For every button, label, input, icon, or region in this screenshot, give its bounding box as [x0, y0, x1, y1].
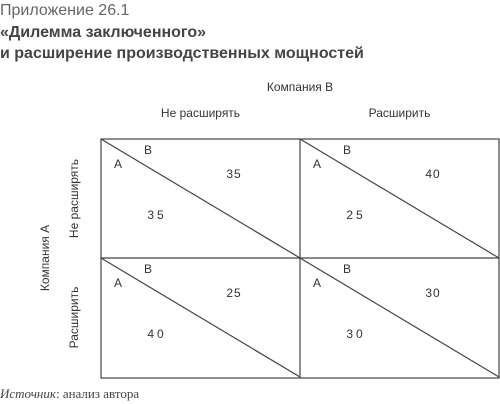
column-player: Компания B [267, 80, 333, 94]
source: Источник: анализ автора [0, 386, 139, 401]
payoff-a: 40 [147, 327, 166, 341]
diagonal [299, 138, 500, 259]
title: и расширение производственных мощностей [0, 45, 364, 62]
diagonal [299, 257, 500, 378]
player-a-label: A [313, 157, 321, 171]
diagonal [100, 257, 301, 378]
player-a-label: A [114, 157, 122, 171]
payoff-b: 30 [425, 286, 440, 300]
player-b-label: B [144, 143, 152, 157]
payoff-a: 25 [346, 208, 365, 222]
player-a-label: A [313, 276, 321, 290]
column-header: Не расширять [161, 106, 240, 120]
player-b-label: B [343, 143, 351, 157]
payoff-a: 35 [147, 208, 166, 222]
source-text: : анализ автора [56, 386, 139, 401]
source-label: Источник [0, 386, 57, 401]
payoff-b: 25 [226, 286, 241, 300]
player-a-label: A [114, 276, 122, 290]
title: «Дилемма заключенного» [0, 24, 206, 41]
payoff-a: 30 [346, 327, 365, 341]
payoff-b: 35 [226, 167, 241, 181]
column-header: Расширить [369, 106, 431, 120]
payoff-b: 40 [425, 167, 440, 181]
row-player: Компания A [38, 225, 52, 291]
player-b-label: B [144, 262, 152, 276]
row-header: Не расширять [67, 159, 81, 238]
row-header: Расширить [67, 287, 81, 349]
player-b-label: B [343, 262, 351, 276]
diagonal [100, 138, 301, 259]
subtitle: Приложение 26.1 [0, 2, 130, 19]
